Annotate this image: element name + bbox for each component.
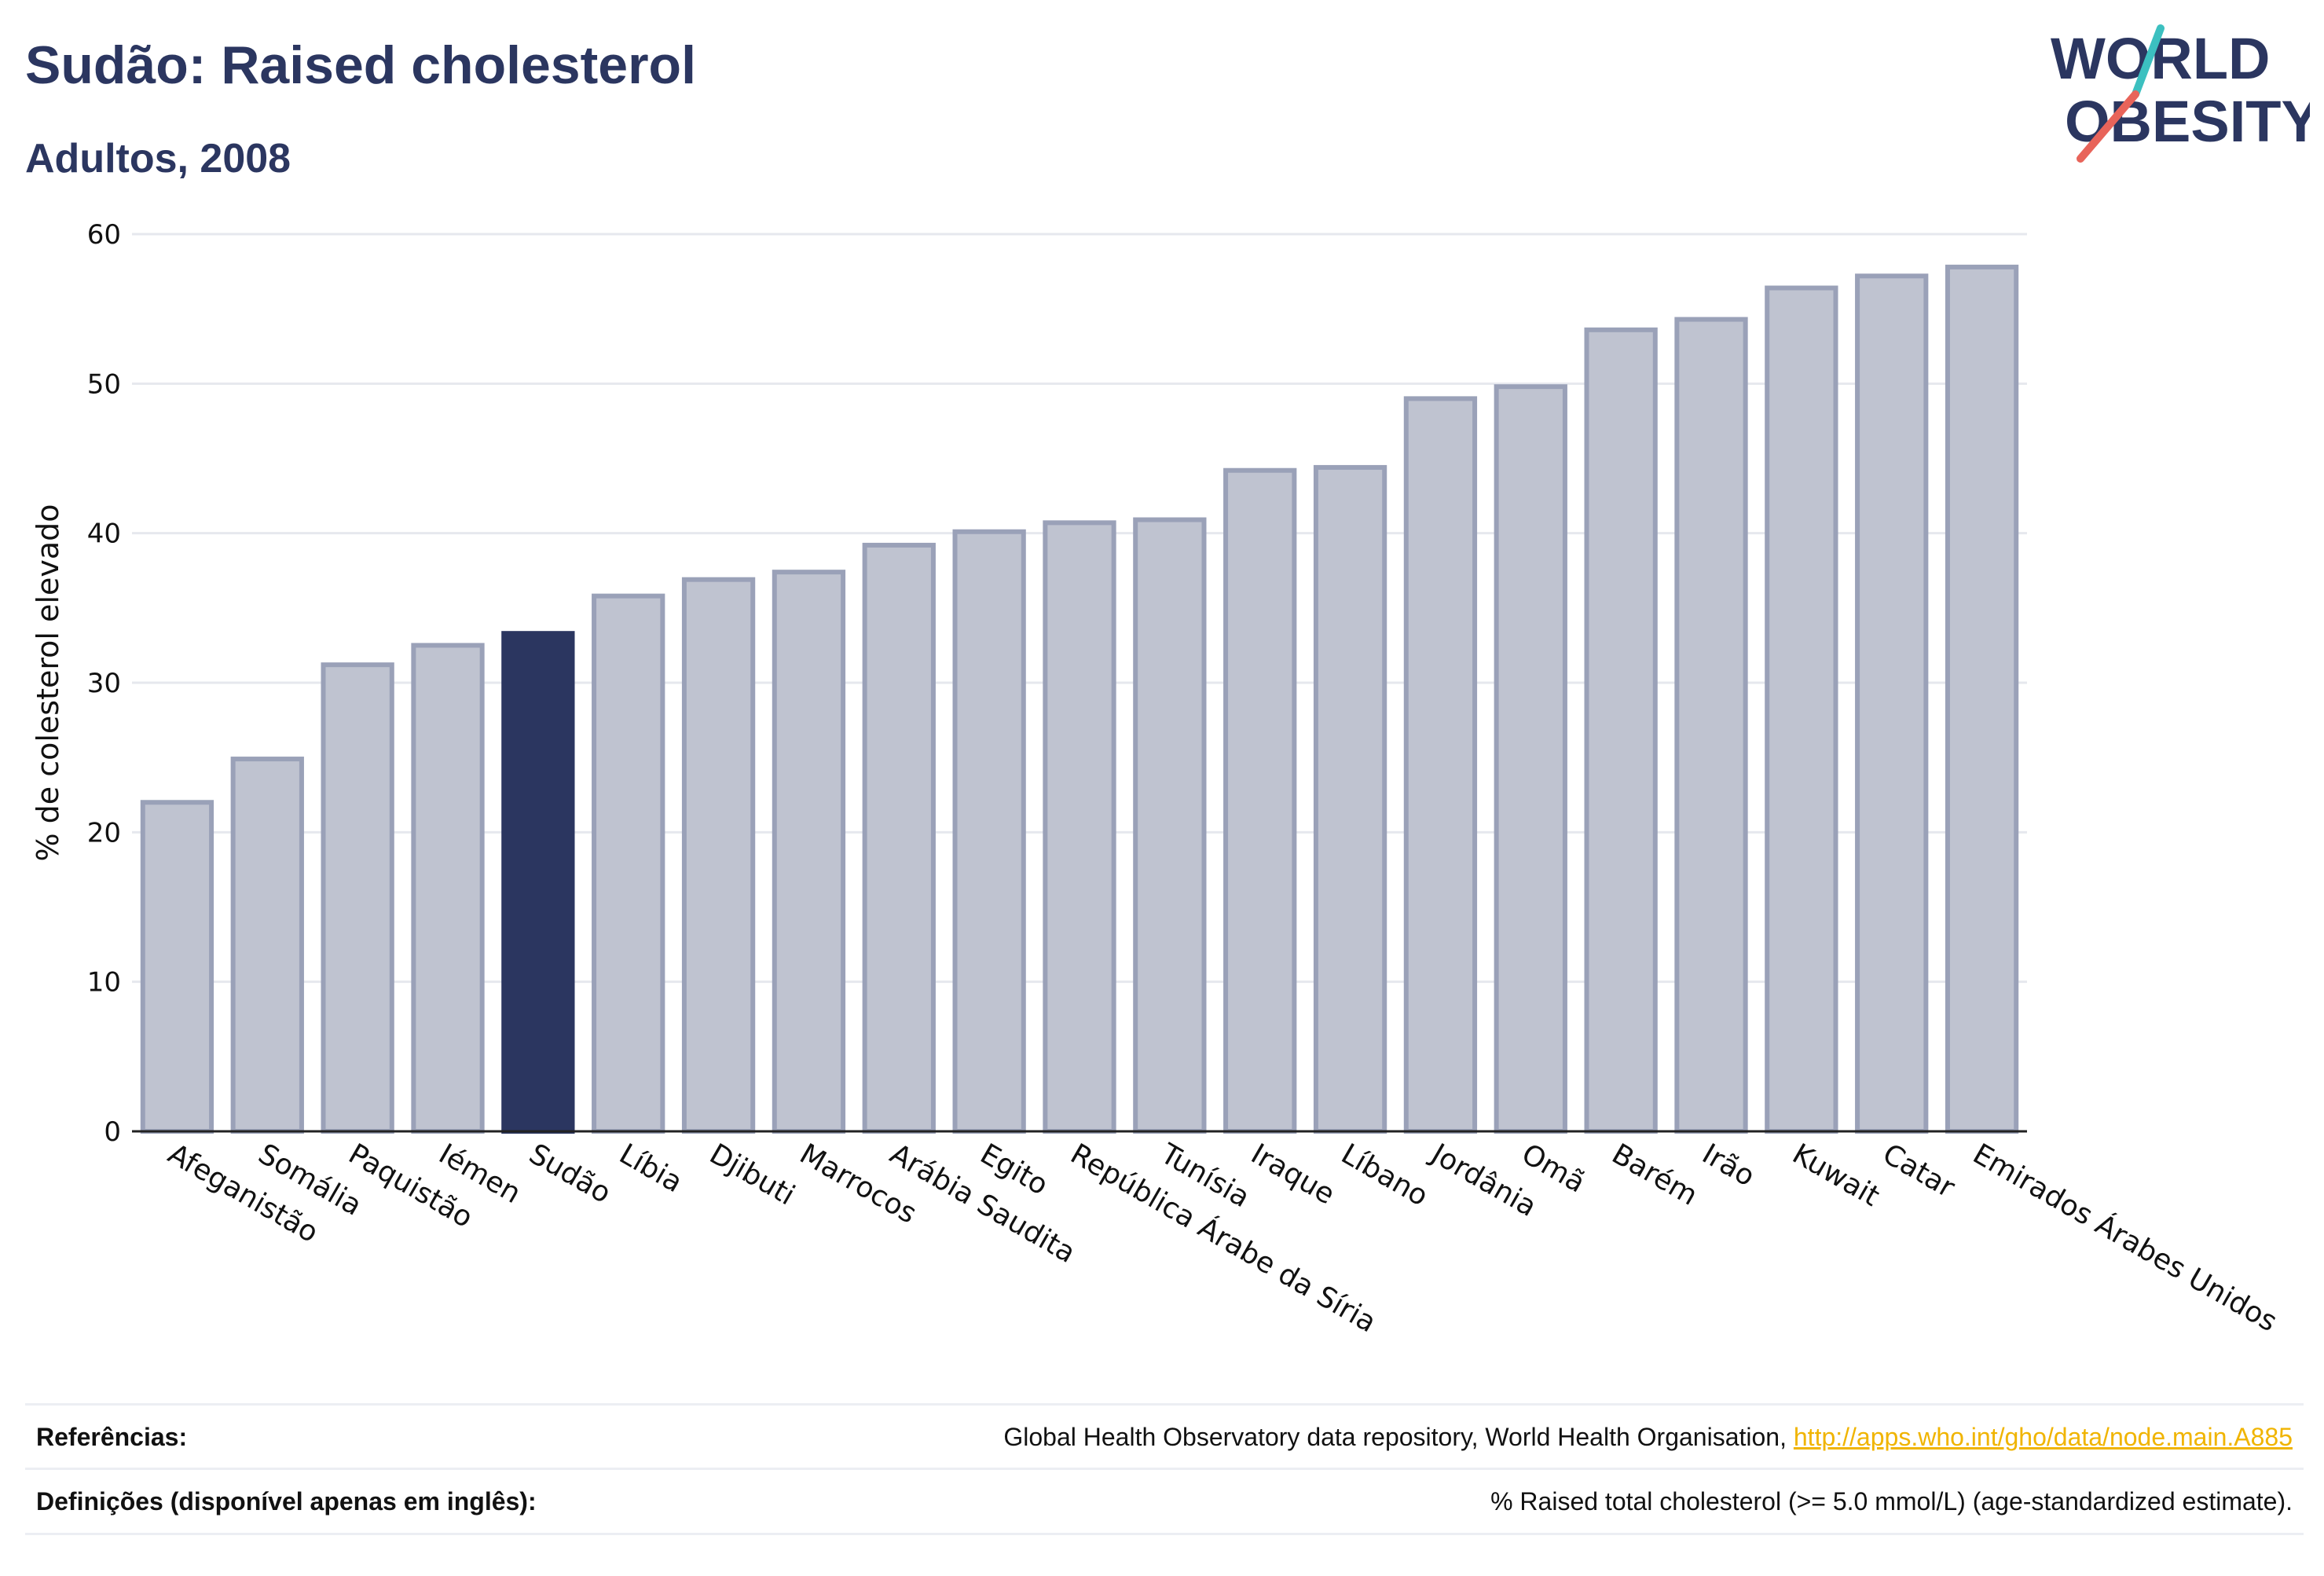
x-tick-label: Emirados Árabes Unidos bbox=[1967, 1137, 2282, 1338]
y-tick-label: 40 bbox=[87, 519, 121, 550]
bar-omã bbox=[1494, 384, 1567, 1134]
bar-kuwait bbox=[1765, 285, 1838, 1134]
bar-emirados-árabes-unidos bbox=[1945, 264, 2019, 1134]
bar-chart: 0102030405060AfeganistãoSomáliaPaquistão… bbox=[31, 219, 2282, 1339]
x-tick-label: Líbano bbox=[1336, 1138, 1433, 1212]
x-tick-label: Catar bbox=[1877, 1138, 1960, 1204]
definitions-value: % Raised total cholesterol (>= 5.0 mmol/… bbox=[1490, 1487, 2293, 1516]
x-tick-label: Sudão bbox=[523, 1138, 616, 1210]
references-link[interactable]: http://apps.who.int/gho/data/node.main.A… bbox=[1793, 1423, 2293, 1451]
references-label: Referências: bbox=[36, 1423, 188, 1451]
x-tick-label: Djibuti bbox=[704, 1138, 800, 1211]
chart-subtitle: Adultos, 2008 bbox=[25, 136, 291, 181]
definitions-row: Definições (disponível apenas em inglês)… bbox=[25, 1468, 2304, 1535]
y-tick-label: 10 bbox=[87, 967, 121, 999]
bar-tunísia bbox=[1133, 517, 1207, 1134]
references-value: Global Health Observatory data repositor… bbox=[1003, 1423, 2293, 1452]
y-tick-label: 30 bbox=[87, 668, 121, 699]
chart-title: Sudão: Raised cholesterol bbox=[25, 35, 696, 95]
bars bbox=[140, 264, 2019, 1134]
bar-barém bbox=[1584, 327, 1658, 1134]
bar-arábia-saudita bbox=[862, 542, 936, 1134]
bar-jordânia bbox=[1403, 396, 1478, 1134]
x-tick-label: Barém bbox=[1607, 1138, 1703, 1211]
bar-república-árabe-da-síria bbox=[1043, 520, 1116, 1134]
y-tick-label: 60 bbox=[87, 219, 121, 251]
logo-slash-teal-icon bbox=[2132, 24, 2165, 98]
references-row: Referências: Global Health Observatory d… bbox=[25, 1403, 2304, 1468]
bar-paquistão bbox=[321, 662, 394, 1134]
bar-djibuti bbox=[681, 577, 756, 1134]
bar-egito bbox=[952, 529, 1026, 1134]
bar-somália bbox=[230, 757, 304, 1134]
y-tick-label: 20 bbox=[87, 817, 121, 848]
references-text: Global Health Observatory data repositor… bbox=[1003, 1423, 1794, 1451]
y-axis-title: % de colesterol elevado bbox=[31, 504, 65, 861]
logo-slash-red-icon bbox=[2077, 90, 2139, 163]
x-tick-label: Iraque bbox=[1245, 1138, 1340, 1211]
x-tick-label: Jordânia bbox=[1424, 1137, 1541, 1223]
world-obesity-logo: WORLD OBESITY bbox=[2051, 24, 2310, 163]
logo-line2: OBESITY bbox=[2065, 89, 2310, 154]
bar-iémen bbox=[411, 643, 485, 1134]
definitions-label: Definições (disponível apenas em inglês)… bbox=[36, 1487, 537, 1516]
bar-catar bbox=[1855, 273, 1929, 1134]
bar-marrocos bbox=[772, 570, 846, 1134]
bar-irão bbox=[1674, 317, 1748, 1134]
x-tick-label: Irão bbox=[1697, 1138, 1761, 1193]
bar-sudão bbox=[501, 631, 575, 1134]
bar-líbia bbox=[592, 593, 665, 1134]
y-tick-label: 50 bbox=[87, 368, 121, 400]
y-tick-label: 0 bbox=[104, 1116, 121, 1148]
bar-iraque bbox=[1223, 467, 1297, 1134]
x-tick-label: Líbia bbox=[614, 1138, 687, 1199]
bar-afeganistão bbox=[140, 800, 214, 1134]
bar-líbano bbox=[1313, 464, 1387, 1134]
x-tick-label: Kuwait bbox=[1787, 1138, 1885, 1213]
